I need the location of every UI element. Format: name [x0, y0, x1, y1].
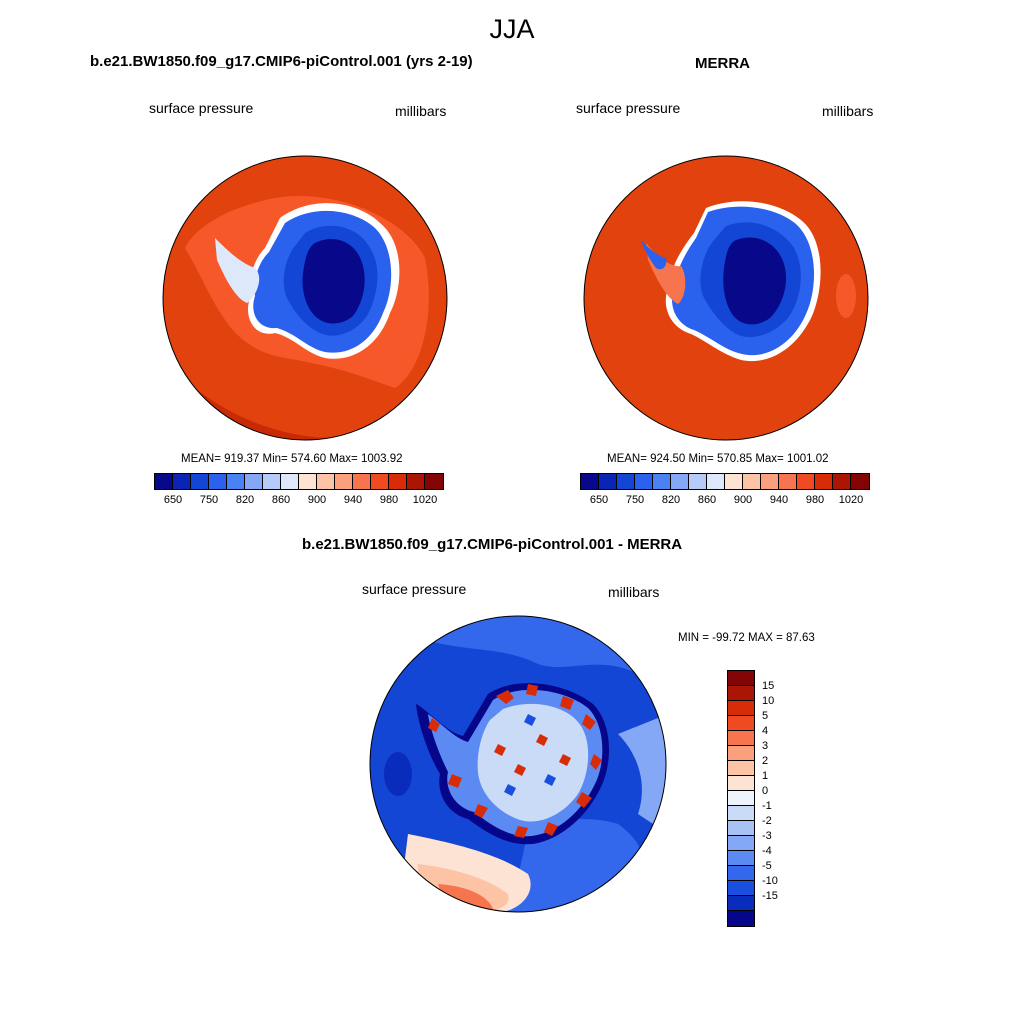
colorbar-swatch — [728, 671, 754, 686]
colorbar-tick-label: 650 — [589, 494, 609, 506]
colorbar-swatch — [728, 806, 754, 821]
colorbar-swatch — [209, 474, 227, 489]
colorbar-tick-label: 860 — [697, 494, 717, 506]
model-units-label: millibars — [395, 103, 447, 119]
colorbar-tick-label: 750 — [199, 494, 219, 506]
colorbar-swatch — [779, 474, 797, 489]
model-colorbar — [154, 473, 444, 490]
colorbar-swatch — [353, 474, 371, 489]
obs-variable-label: surface pressure — [576, 100, 681, 116]
colorbar-swatch — [281, 474, 299, 489]
colorbar-swatch — [728, 776, 754, 791]
colorbar-tick-label: 900 — [307, 494, 327, 506]
colorbar-tick-label: 4 — [762, 725, 769, 737]
colorbar-swatch — [797, 474, 815, 489]
colorbar-swatch — [599, 474, 617, 489]
diff-variable-label: surface pressure — [362, 581, 467, 597]
colorbar-swatch — [728, 836, 754, 851]
colorbar-tick-label: 0 — [762, 785, 769, 797]
colorbar-tick-label: -10 — [762, 875, 778, 887]
obs-colorbar — [580, 473, 870, 490]
diff-minmax: MIN = -99.72 MAX = 87.63 — [678, 632, 815, 644]
model-polar-map — [162, 155, 448, 441]
colorbar-tick-label: 15 — [762, 680, 775, 692]
model-panel-title: b.e21.BW1850.f09_g17.CMIP6-piControl.001… — [90, 53, 473, 70]
obs-panel-title: MERRA — [695, 55, 750, 72]
colorbar-swatch — [653, 474, 671, 489]
colorbar-swatch — [317, 474, 335, 489]
colorbar-tick-label: 2 — [762, 755, 769, 767]
colorbar-tick-label: -3 — [762, 830, 772, 842]
colorbar-swatch — [743, 474, 761, 489]
colorbar-swatch — [728, 911, 754, 926]
colorbar-swatch — [707, 474, 725, 489]
obs-stats: MEAN= 924.50 Min= 570.85 Max= 1001.02 — [607, 453, 829, 465]
diff-panel-title: b.e21.BW1850.f09_g17.CMIP6-piControl.001… — [302, 536, 683, 553]
colorbar-swatch — [728, 761, 754, 776]
colorbar-swatch — [725, 474, 743, 489]
colorbar-swatch — [728, 821, 754, 836]
colorbar-tick-label: 1020 — [412, 494, 438, 506]
colorbar-tick-label: 3 — [762, 740, 769, 752]
colorbar-swatch — [389, 474, 407, 489]
colorbar-swatch — [728, 866, 754, 881]
colorbar-swatch — [635, 474, 653, 489]
colorbar-swatch — [191, 474, 209, 489]
colorbar-tick-label: -2 — [762, 815, 772, 827]
colorbar-swatch — [728, 881, 754, 896]
colorbar-swatch — [761, 474, 779, 489]
colorbar-tick-label: 980 — [805, 494, 825, 506]
colorbar-swatch — [155, 474, 173, 489]
colorbar-swatch — [689, 474, 707, 489]
colorbar-swatch — [299, 474, 317, 489]
colorbar-swatch — [581, 474, 599, 489]
colorbar-swatch — [407, 474, 425, 489]
colorbar-tick-label: 1020 — [838, 494, 864, 506]
colorbar-swatch — [617, 474, 635, 489]
colorbar-swatch — [173, 474, 191, 489]
colorbar-tick-label: -15 — [762, 890, 778, 902]
colorbar-tick-label: -4 — [762, 845, 772, 857]
colorbar-swatch — [728, 746, 754, 761]
model-stats: MEAN= 919.37 Min= 574.60 Max= 1003.92 — [181, 453, 403, 465]
colorbar-swatch — [671, 474, 689, 489]
colorbar-swatch — [728, 896, 754, 911]
diff-units-label: millibars — [608, 584, 660, 600]
colorbar-swatch — [371, 474, 389, 489]
colorbar-tick-label: 900 — [733, 494, 753, 506]
colorbar-swatch — [245, 474, 263, 489]
colorbar-tick-label: 820 — [661, 494, 681, 506]
colorbar-tick-label: 5 — [762, 710, 769, 722]
colorbar-tick-label: 650 — [163, 494, 183, 506]
colorbar-tick-label: -1 — [762, 800, 772, 812]
obs-units-label: millibars — [822, 103, 874, 119]
colorbar-tick-label: 10 — [762, 695, 775, 707]
colorbar-swatch — [263, 474, 281, 489]
colorbar-swatch — [728, 851, 754, 866]
colorbar-swatch — [728, 701, 754, 716]
colorbar-tick-label: 860 — [271, 494, 291, 506]
colorbar-swatch — [728, 731, 754, 746]
colorbar-tick-label: 1 — [762, 770, 769, 782]
colorbar-tick-label: 750 — [625, 494, 645, 506]
colorbar-tick-label: 820 — [235, 494, 255, 506]
diff-polar-map — [369, 615, 667, 913]
colorbar-swatch — [425, 474, 443, 489]
model-variable-label: surface pressure — [149, 100, 254, 116]
colorbar-tick-label: 940 — [343, 494, 363, 506]
colorbar-swatch — [335, 474, 353, 489]
main-title: JJA — [489, 14, 535, 44]
colorbar-swatch — [728, 686, 754, 701]
obs-polar-map — [583, 155, 869, 441]
colorbar-tick-label: -5 — [762, 860, 772, 872]
colorbar-tick-label: 980 — [379, 494, 399, 506]
colorbar-swatch — [815, 474, 833, 489]
colorbar-tick-label: 940 — [769, 494, 789, 506]
colorbar-swatch — [227, 474, 245, 489]
colorbar-swatch — [833, 474, 851, 489]
colorbar-swatch — [728, 791, 754, 806]
diff-colorbar — [727, 670, 755, 927]
colorbar-swatch — [728, 716, 754, 731]
colorbar-swatch — [851, 474, 869, 489]
